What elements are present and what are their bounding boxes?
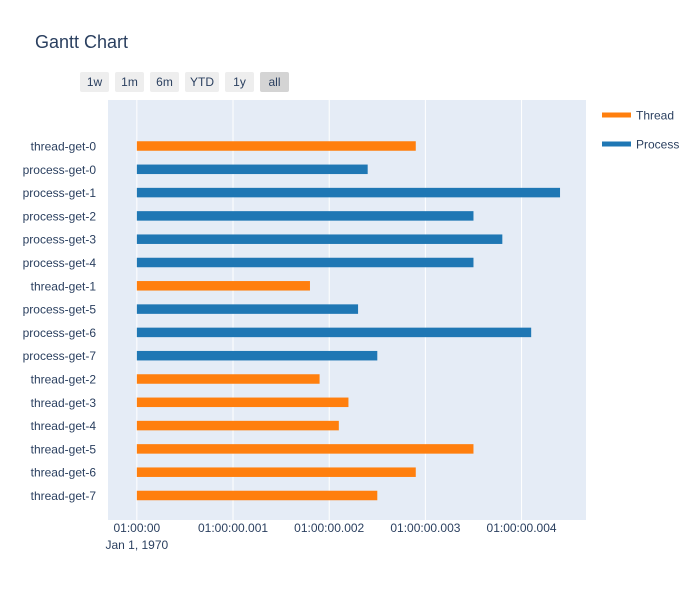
x-axis-labels: 01:00:00 Jan 1, 1970 01:00:00.001 01:00:00.… — [105, 521, 556, 552]
task-bar-thread-get-5[interactable] — [136, 444, 474, 454]
y-tick-label: thread-get-0 — [31, 140, 97, 154]
x-tick-label: 01:00:00.004 — [487, 521, 557, 535]
y-tick-label: thread-get-6 — [31, 466, 97, 480]
task-bar-process-get-6[interactable] — [136, 327, 532, 338]
task-bar-thread-get-7[interactable] — [136, 490, 378, 501]
x-tick-label: 01:00:00.001 — [198, 521, 268, 535]
task-bar-thread-get-6[interactable] — [136, 467, 416, 477]
y-tick-label: process-get-4 — [23, 256, 97, 270]
task-bar-process-get-1[interactable] — [136, 187, 561, 198]
y-tick-label: process-get-7 — [23, 349, 97, 363]
task-bar-thread-get-2[interactable] — [136, 374, 320, 384]
range-button-ytd[interactable]: YTD — [185, 72, 219, 92]
x-tick-label: 01:00:00.002 — [294, 521, 364, 535]
y-tick-label: thread-get-1 — [31, 279, 97, 293]
task-bar-process-get-7[interactable] — [136, 350, 378, 361]
task-bar-thread-get-0[interactable] — [136, 141, 416, 151]
range-button-1m[interactable]: 1m — [115, 72, 144, 92]
range-button-1w[interactable]: 1w — [80, 72, 109, 92]
task-bar-thread-get-4[interactable] — [136, 420, 339, 431]
y-tick-label: thread-get-3 — [31, 396, 97, 410]
y-tick-label: thread-get-5 — [31, 442, 97, 456]
y-tick-label: process-get-2 — [23, 209, 97, 223]
task-bar-process-get-3[interactable] — [136, 234, 503, 244]
x-gridlines — [136, 100, 523, 520]
y-tick-label: process-get-1 — [23, 186, 97, 200]
chart-title: Gantt Chart — [35, 32, 129, 52]
task-bars — [136, 141, 561, 501]
task-bar-process-get-0[interactable] — [136, 164, 368, 175]
y-tick-label: process-get-0 — [23, 163, 97, 177]
y-tick-label: process-get-5 — [23, 303, 97, 317]
x-tick-sublabel: Jan 1, 1970 — [105, 538, 168, 552]
x-tick-label: 01:00:00 — [113, 521, 160, 535]
range-button-1y[interactable]: 1y — [225, 72, 254, 92]
legend-label-thread[interactable]: Thread — [636, 109, 674, 123]
plot-area — [108, 100, 586, 520]
y-tick-label: thread-get-4 — [31, 419, 97, 433]
y-tick-label: thread-get-7 — [31, 489, 97, 503]
legend: Thread Process — [602, 109, 679, 152]
legend-label-process[interactable]: Process — [636, 138, 679, 152]
y-tick-label: thread-get-2 — [31, 373, 97, 387]
task-bar-process-get-5[interactable] — [136, 304, 359, 314]
range-button-all[interactable]: all — [260, 72, 289, 92]
task-bar-thread-get-3[interactable] — [136, 397, 349, 408]
y-axis-labels: thread-get-0 process-get-0 process-get-1 pr… — [23, 140, 97, 504]
task-bar-process-get-4[interactable] — [136, 257, 474, 268]
y-tick-label: process-get-6 — [23, 326, 97, 340]
x-tick-label: 01:00:00.003 — [390, 521, 460, 535]
range-button-6m[interactable]: 6m — [150, 72, 179, 92]
task-bar-thread-get-1[interactable] — [136, 281, 310, 291]
task-bar-process-get-2[interactable] — [136, 211, 474, 221]
y-tick-label: process-get-3 — [23, 233, 97, 247]
